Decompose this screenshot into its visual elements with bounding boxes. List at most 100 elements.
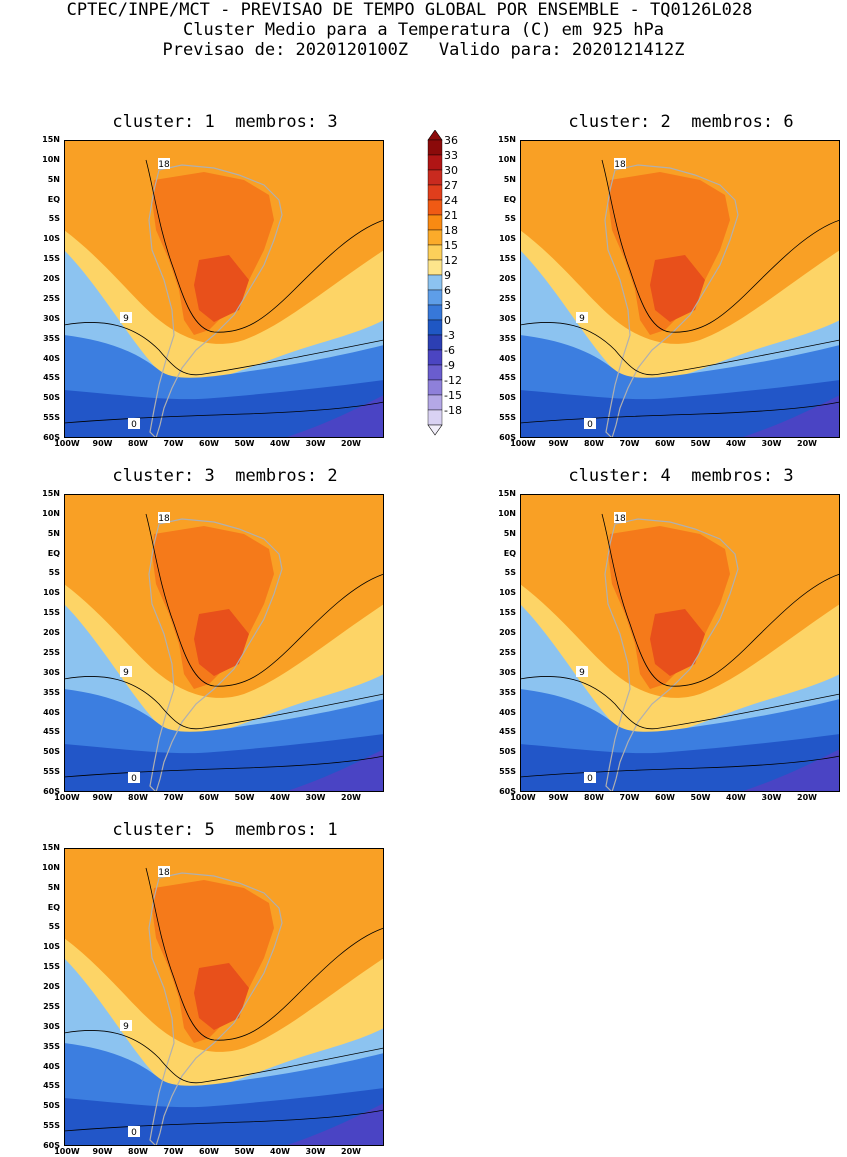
lat-tick-label: 35S	[43, 687, 60, 697]
field-cool3	[520, 380, 840, 438]
lat-tick-label: 30S	[43, 667, 60, 677]
contour-label: 0	[128, 772, 140, 784]
map-frame	[520, 494, 840, 792]
header-line-3: Previsao de: 2020120100Z Valido para: 20…	[162, 40, 685, 60]
colorbar-swatch	[427, 169, 443, 186]
colorbar-level-label: -9	[444, 359, 455, 372]
lon-tick-label: 60W	[655, 439, 675, 448]
lat-tick-label: 25S	[499, 647, 516, 657]
contour-label: 0	[128, 1126, 140, 1138]
lat-tick-label: 35S	[43, 1041, 60, 1051]
svg-text:9: 9	[123, 314, 129, 324]
lon-tick-label: 90W	[92, 439, 113, 448]
coastline	[604, 164, 739, 438]
lat-tick-label: 10N	[42, 154, 60, 164]
lon-tick-label: 80W	[128, 793, 148, 802]
lat-tick-label: 50S	[499, 747, 516, 757]
lat-tick-label: EQ	[47, 194, 60, 204]
colorbar-level-label: 36	[444, 134, 458, 147]
lon-tick-label: 80W	[128, 1147, 148, 1156]
lat-tick-label: 35S	[499, 333, 516, 343]
lon-tick-label: 100W	[510, 439, 536, 448]
colorbar-swatch	[427, 319, 443, 336]
svg-text:18: 18	[158, 868, 170, 878]
field-warm3	[650, 609, 705, 676]
contour-label: 18	[614, 158, 626, 170]
lon-tick-label: 20W	[797, 439, 817, 448]
lon-tick-label: 80W	[584, 793, 604, 802]
contour-18	[601, 513, 840, 687]
colorbar-level-label: 18	[444, 224, 458, 237]
lat-tick-label: 5S	[504, 214, 516, 224]
contour-9	[520, 676, 840, 730]
lon-tick-label: 20W	[341, 1147, 361, 1156]
colorbar-level-label: -18	[444, 404, 462, 417]
lat-tick-label: 40S	[499, 353, 516, 363]
colorbar-swatch	[427, 349, 443, 366]
svg-text:18: 18	[614, 514, 626, 524]
panel-title: cluster: 5 membros: 1	[112, 820, 338, 840]
contour-0	[64, 401, 384, 424]
lat-tick-label: 5N	[47, 174, 60, 184]
panel-title: cluster: 1 membros: 3	[112, 112, 338, 132]
contour-label: 18	[158, 512, 170, 524]
map-frame	[64, 494, 384, 792]
lon-tick-label: 100W	[54, 1147, 80, 1156]
field-warm3	[194, 609, 249, 676]
map-frame	[520, 140, 840, 438]
contour-0	[520, 401, 840, 424]
colorbar-swatch	[427, 214, 443, 231]
lat-tick-label: 45S	[499, 727, 516, 737]
svg-text:9: 9	[579, 314, 585, 324]
colorbar-swatch	[427, 409, 443, 426]
lat-tick-label: 45S	[43, 1081, 60, 1091]
panel-title: cluster: 2 membros: 6	[568, 112, 794, 132]
lat-tick-label: 55S	[43, 413, 60, 423]
lat-tick-label: 30S	[499, 313, 516, 323]
colorbar-level-label: 33	[444, 149, 458, 162]
lon-tick-label: 70W	[163, 1147, 184, 1156]
lon-tick-label: 50W	[690, 439, 711, 448]
colorbar-level-label: 6	[444, 284, 451, 297]
colorbar-swatch	[427, 304, 443, 321]
contour-label: 0	[584, 418, 596, 430]
map-frame	[64, 140, 384, 438]
lon-tick-label: 40W	[270, 439, 290, 448]
contour-label: 9	[120, 1020, 132, 1032]
lat-tick-label: 15S	[43, 254, 60, 264]
field-cold	[284, 395, 384, 438]
lon-tick-label: 40W	[726, 793, 746, 802]
lat-tick-label: 25S	[43, 647, 60, 657]
contour-label: 9	[576, 312, 588, 324]
colorbar-max-arrow	[427, 130, 443, 141]
lat-tick-label: 25S	[499, 293, 516, 303]
lat-tick-label: 55S	[43, 1121, 60, 1131]
lat-tick-label: 45S	[43, 727, 60, 737]
lon-tick-label: 60W	[199, 1147, 219, 1156]
header-line-2: Cluster Medio para a Temperatura (C) em …	[182, 20, 665, 40]
lat-tick-label: 40S	[43, 353, 60, 363]
lat-tick-label: 20S	[499, 274, 516, 284]
lat-tick-label: 55S	[43, 767, 60, 777]
lat-tick-label: 15S	[499, 608, 516, 618]
lat-tick-label: 20S	[43, 628, 60, 638]
lat-tick-label: EQ	[503, 548, 516, 558]
lat-tick-label: 60S	[43, 1141, 60, 1150]
contour-9	[64, 1030, 384, 1084]
colorbar-level-label: 9	[444, 269, 451, 282]
lat-tick-label: 60S	[43, 433, 60, 442]
field-cold	[284, 1103, 384, 1146]
lat-tick-label: 15N	[42, 843, 60, 852]
coastline	[148, 872, 283, 1146]
lat-tick-label: 25S	[43, 1001, 60, 1011]
lon-tick-label: 100W	[510, 793, 536, 802]
lat-tick-label: 55S	[499, 413, 516, 423]
lon-tick-label: 60W	[655, 793, 675, 802]
colorbar-swatch	[427, 139, 443, 156]
lat-tick-label: 30S	[43, 313, 60, 323]
contour-label: 18	[158, 158, 170, 170]
lat-tick-label: 15S	[43, 962, 60, 972]
lon-tick-label: 30W	[761, 439, 782, 448]
colorbar-swatch	[427, 229, 443, 246]
